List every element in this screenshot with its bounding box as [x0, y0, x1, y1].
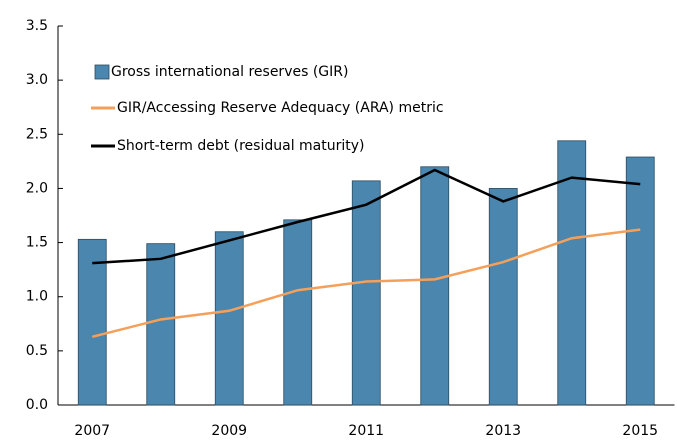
- line: [91, 228, 641, 338]
- x-tick-label: 2013: [485, 423, 521, 439]
- y-tick-label: 2.5: [26, 126, 48, 142]
- bar: [77, 238, 107, 406]
- bar: [557, 140, 587, 406]
- y-tick-label: 1.5: [26, 235, 48, 251]
- legend-label: Short-term debt (residual maturity): [117, 138, 365, 154]
- legend-label: Gross international reserves (GIR): [111, 64, 348, 80]
- bar: [351, 180, 381, 406]
- y-tick-label: 3.0: [26, 72, 48, 88]
- y-tick-label: 0.0: [26, 397, 48, 413]
- x-tick-label: 2011: [348, 423, 384, 439]
- bar: [283, 219, 313, 406]
- y-tick-label: 2.0: [26, 180, 48, 196]
- x-tick-label: 2015: [622, 423, 658, 439]
- x-tick-label: 2007: [74, 423, 110, 439]
- y-tick-label: 3.5: [26, 18, 48, 34]
- bar: [488, 188, 518, 406]
- bar: [146, 243, 176, 406]
- x-tick-label: 2009: [211, 423, 247, 439]
- y-tick-label: 0.5: [26, 343, 48, 359]
- y-tick-label: 1.0: [26, 289, 48, 305]
- bar: [214, 231, 244, 406]
- line: [92, 168, 641, 265]
- legend-label: GIR/Accessing Reserve Adequacy (ARA) met…: [117, 100, 444, 116]
- bar: [420, 166, 450, 406]
- bar: [625, 156, 655, 406]
- legend-swatch: [94, 64, 110, 80]
